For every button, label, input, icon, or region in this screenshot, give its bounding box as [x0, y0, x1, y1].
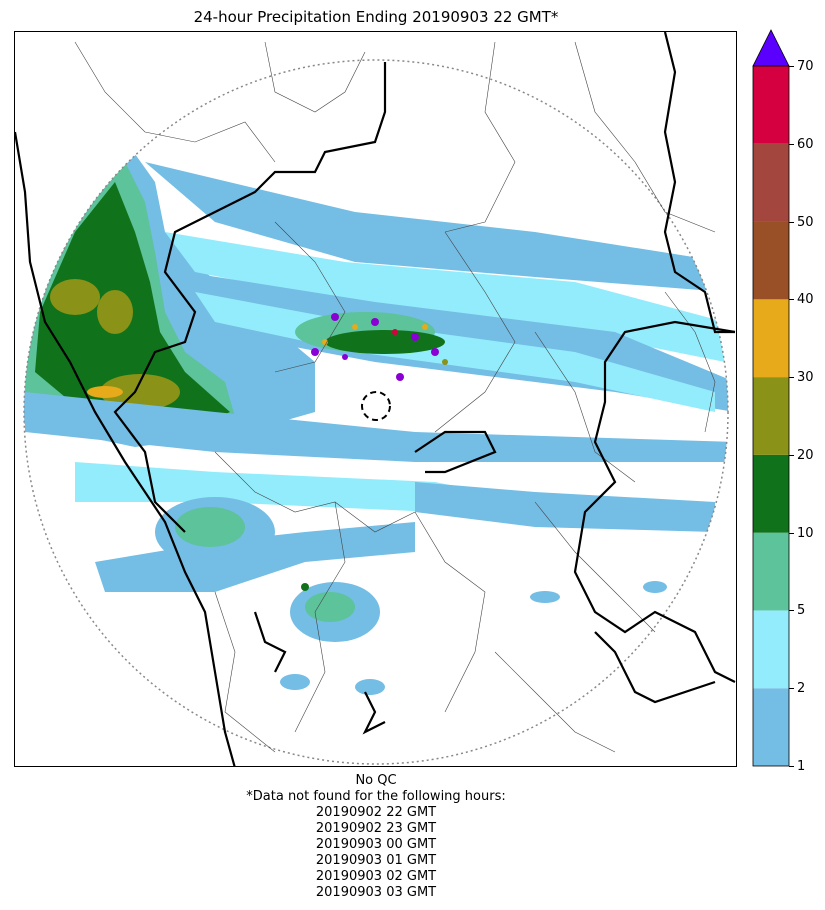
south-blob-2-core	[305, 592, 355, 622]
rain-band-1	[145, 162, 725, 292]
west-rain-olive-2	[97, 290, 133, 334]
footer-qc: No QC	[355, 773, 397, 788]
rain-band-5	[25, 392, 728, 462]
missing-hour: 20190902 22 GMT	[315, 805, 437, 820]
missing-hour: 20190903 01 GMT	[315, 853, 437, 868]
state-boundaries	[15, 32, 736, 766]
central-convective-cluster	[295, 312, 448, 381]
colorbar-tick-label: 10	[797, 525, 814, 541]
colorbar-tick-label: 40	[797, 292, 814, 308]
colorbar-segment	[753, 377, 789, 455]
colorbar-tick-label: 1	[797, 759, 806, 774]
colorbar-tick-mark	[789, 532, 794, 534]
colorbar-tick-mark	[789, 66, 794, 67]
colorbar-tick-mark	[789, 143, 794, 145]
colorbar-tick-mark	[789, 377, 794, 379]
district-boundaries	[74, 41, 716, 753]
colorbar-tick-label: 50	[797, 214, 814, 230]
colorbar-tick-mark	[789, 454, 794, 456]
footer: No QC *Data not found for the following …	[0, 773, 752, 901]
colorbar-extend-arrow	[752, 29, 790, 67]
colorbar-segment	[753, 454, 789, 533]
colorbar-segment	[753, 66, 789, 144]
footer-note: *Data not found for the following hours:	[246, 789, 506, 804]
south-blob-6	[643, 581, 667, 593]
colorbar-outline	[752, 65, 790, 767]
precipitation-fields	[24, 147, 728, 695]
colorbar-tick-label: 70	[797, 59, 814, 74]
missing-hour: 20190903 02 GMT	[315, 869, 437, 884]
colorbar-tick-label: 20	[797, 447, 814, 463]
colorbar-segment	[753, 532, 789, 611]
map-title: 24-hour Precipitation Ending 20190903 22…	[193, 8, 559, 26]
colorbar-tick-mark	[789, 299, 794, 301]
west-rain-olive-3	[100, 374, 180, 410]
colorbar-tick-label: 60	[797, 136, 814, 152]
missing-hour: 20190903 03 GMT	[315, 885, 437, 900]
missing-hour: 20190903 00 GMT	[315, 837, 437, 852]
colorbar-tick-mark	[789, 766, 794, 767]
colorbar-segment	[753, 221, 789, 300]
colorbar-svg	[752, 29, 790, 767]
colorbar-tick-label: 2	[797, 681, 806, 697]
radar-range-ring	[23, 59, 729, 765]
south-blob-4	[355, 679, 385, 695]
radar-map	[14, 31, 737, 767]
precipitation-map-svg	[15, 32, 736, 766]
colorbar-segment	[753, 143, 789, 222]
colorbar-segment	[753, 610, 789, 689]
south-blob-3	[280, 674, 310, 690]
colorbar-tick-label: 30	[797, 370, 814, 386]
colorbar-tick-mark	[789, 221, 794, 223]
colorbar-segments	[753, 66, 789, 766]
colorbar-segment	[753, 299, 789, 378]
radar-site-ring	[361, 391, 391, 421]
colorbar	[752, 28, 790, 768]
south-blob-5	[530, 591, 560, 603]
colorbar-tick-label: 5	[797, 603, 806, 619]
colorbar-segment	[753, 688, 789, 766]
colorbar-tick-mark	[789, 610, 794, 612]
missing-hour: 20190902 23 GMT	[315, 821, 437, 836]
rain-band-8	[415, 482, 715, 532]
west-rain-olive-1	[50, 279, 100, 315]
west-rain-orange	[87, 386, 123, 398]
colorbar-tick-mark	[789, 688, 794, 690]
south-blob-1-core	[175, 507, 245, 547]
south-blob-2-dot	[301, 583, 309, 591]
